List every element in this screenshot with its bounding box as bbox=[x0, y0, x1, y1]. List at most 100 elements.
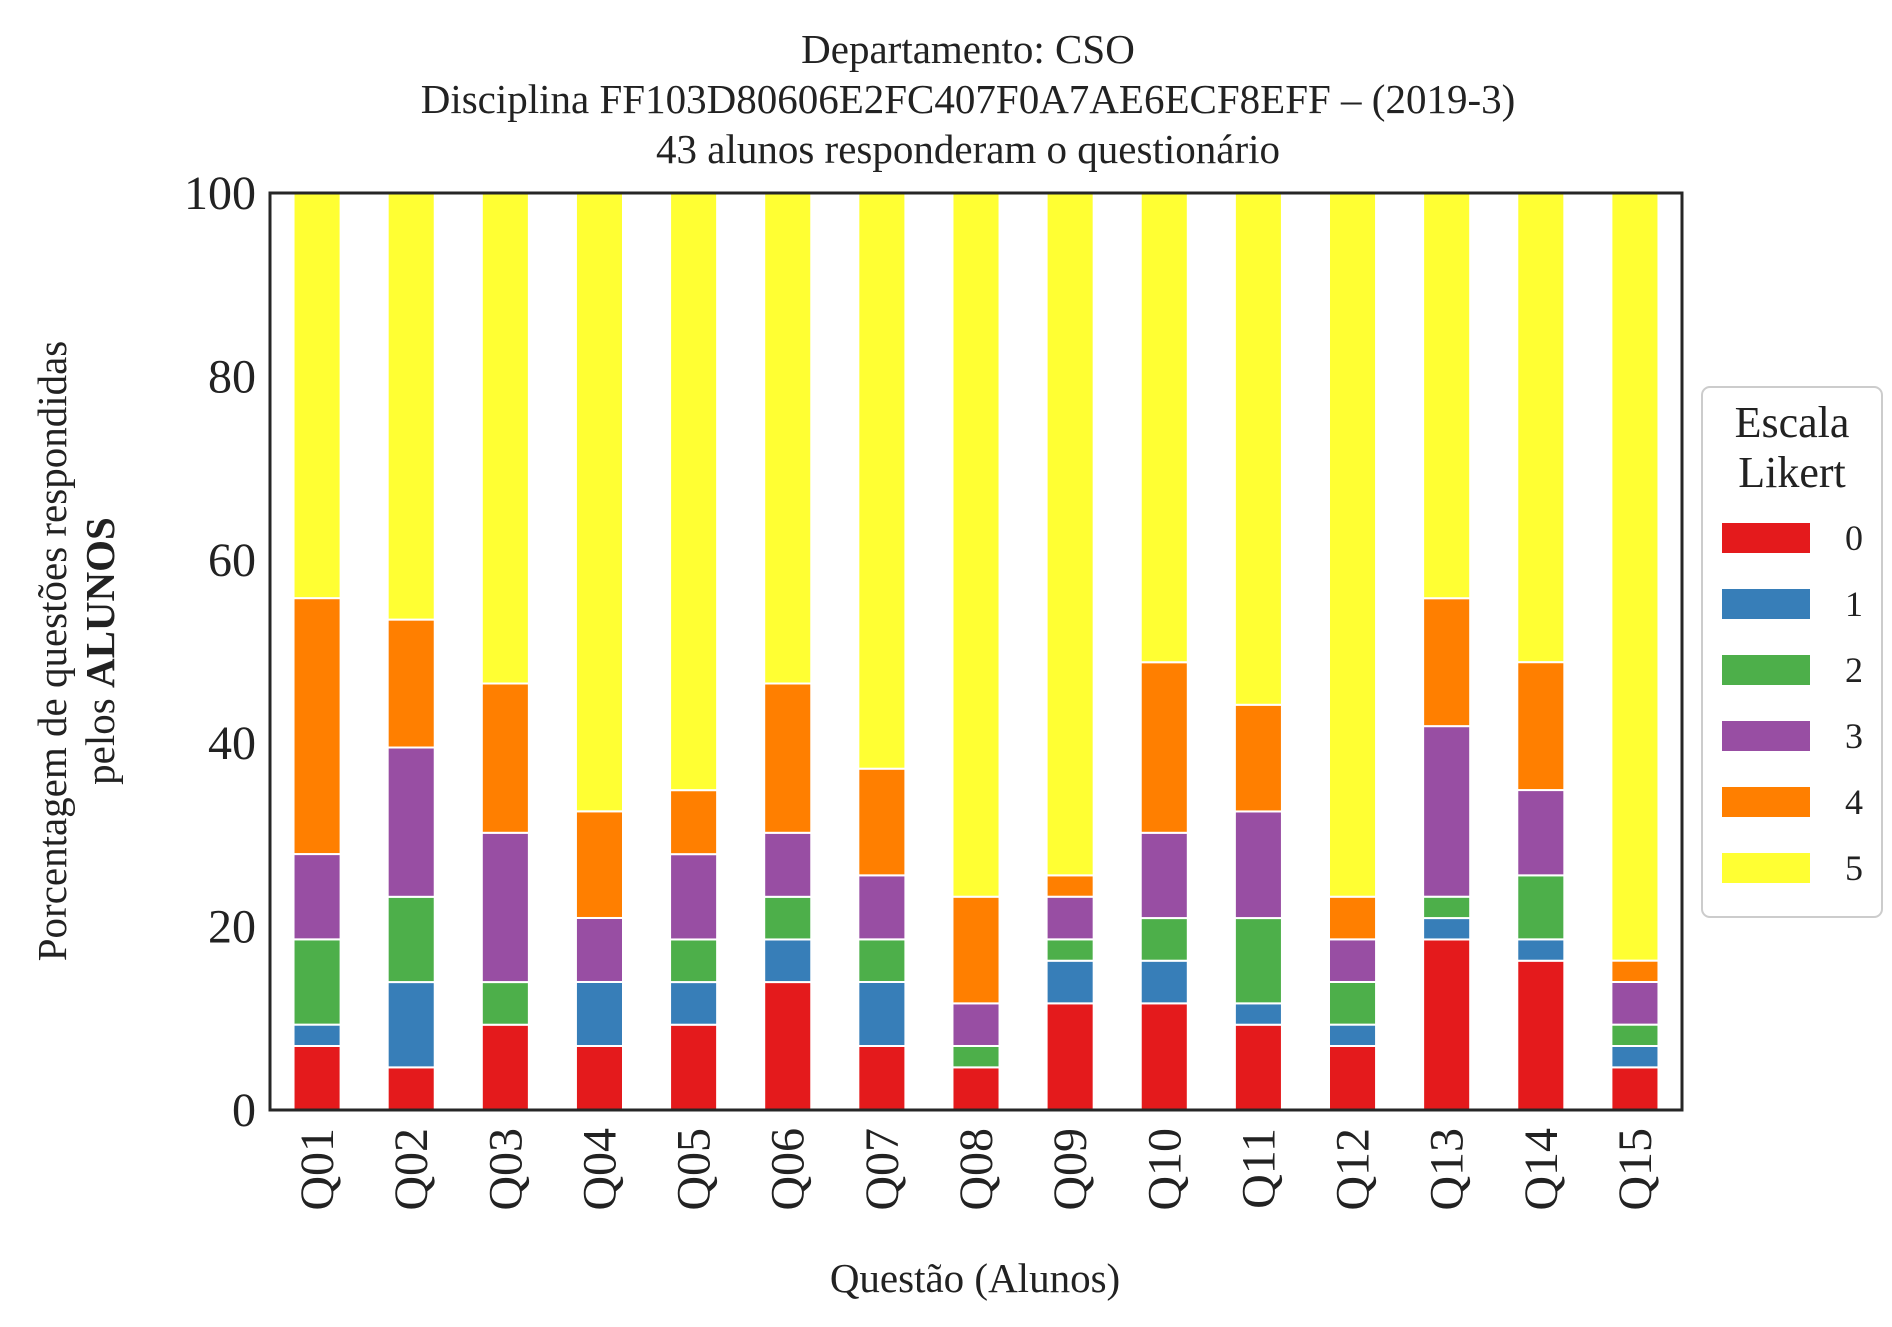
chart-title-line-3: 43 alunos responderam o questionário bbox=[656, 126, 1280, 172]
bar-segment-Q12-likert-1 bbox=[1328, 1023, 1378, 1048]
bar-segment-Q06-likert-1 bbox=[763, 938, 813, 984]
plot-frame bbox=[268, 191, 1684, 1112]
y-tick-label: 40 bbox=[208, 717, 256, 770]
bar-segment-Q07-likert-5 bbox=[857, 191, 907, 770]
y-tick-label: 80 bbox=[208, 350, 256, 403]
bar-segment-Q14-likert-2 bbox=[1516, 874, 1566, 941]
bar-segment-Q02-likert-1 bbox=[386, 981, 436, 1069]
bar-segment-Q05-likert-0 bbox=[669, 1023, 719, 1111]
bar-segment-Q05-likert-3 bbox=[669, 853, 719, 941]
y-tick-label: 0 bbox=[232, 1084, 256, 1137]
bar-segment-Q02-likert-3 bbox=[386, 746, 436, 898]
bar-segment-Q07-likert-1 bbox=[857, 980, 907, 1047]
bar-segment-Q04-likert-3 bbox=[574, 916, 624, 983]
bar-segment-Q13-likert-2 bbox=[1422, 895, 1472, 920]
bar-segment-Q01-likert-3 bbox=[292, 853, 342, 941]
legend-swatch-3 bbox=[1722, 721, 1810, 751]
bar-segment-Q14-likert-4 bbox=[1516, 661, 1566, 792]
bar-segment-Q11-likert-4 bbox=[1233, 703, 1283, 813]
bar-segment-Q12-likert-0 bbox=[1328, 1044, 1378, 1111]
y-ticks: 0 20 40 60 80 100 bbox=[184, 167, 256, 1137]
legend-swatch-0 bbox=[1722, 523, 1810, 553]
bar-segment-Q13-likert-4 bbox=[1422, 597, 1472, 728]
x-tick-label: Q09 bbox=[1044, 1128, 1097, 1211]
bar-segment-Q10-likert-1 bbox=[1139, 959, 1189, 1005]
bar-segment-Q15-likert-1 bbox=[1610, 1044, 1660, 1069]
bar-segment-Q09-likert-5 bbox=[1045, 191, 1095, 877]
y-axis-label-bold: ALUNOS bbox=[77, 517, 123, 688]
bar-segment-Q09-likert-2 bbox=[1045, 938, 1095, 962]
bar-segment-Q08-likert-3 bbox=[951, 1002, 1001, 1047]
bar-segment-Q14-likert-3 bbox=[1516, 789, 1566, 877]
legend-swatch-1 bbox=[1722, 589, 1810, 619]
legend-title-line-2: Likert bbox=[1738, 448, 1846, 497]
bar-segment-Q15-likert-4 bbox=[1610, 959, 1660, 983]
bar-segment-Q02-likert-0 bbox=[386, 1066, 436, 1111]
legend-title-line-1: Escala bbox=[1735, 398, 1850, 447]
bar-segment-Q13-likert-0 bbox=[1422, 938, 1472, 1111]
bar-segment-Q11-likert-2 bbox=[1233, 917, 1283, 1005]
bar-segment-Q04-likert-5 bbox=[574, 191, 624, 813]
legend-label-4: 4 bbox=[1845, 782, 1863, 822]
bar-segment-Q10-likert-4 bbox=[1139, 661, 1189, 834]
bar-segment-Q04-likert-1 bbox=[574, 980, 624, 1047]
x-tick-label: Q07 bbox=[856, 1128, 909, 1211]
bar-segment-Q02-likert-5 bbox=[386, 192, 436, 621]
bar-segment-Q12-likert-5 bbox=[1328, 192, 1378, 898]
legend-label-5: 5 bbox=[1845, 848, 1863, 888]
legend-swatch-4 bbox=[1722, 787, 1810, 817]
bar-segment-Q15-likert-2 bbox=[1610, 1023, 1660, 1048]
bar-segment-Q01-likert-2 bbox=[292, 938, 342, 1026]
bar-segment-Q06-likert-4 bbox=[763, 682, 813, 834]
bar-segment-Q05-likert-1 bbox=[669, 981, 719, 1026]
chart-title-line-2: Disciplina FF103D80606E2FC407F0A7AE6ECF8… bbox=[421, 76, 1516, 122]
y-axis-label: Porcentagem de questões respondidas pelo… bbox=[29, 341, 123, 962]
bar-segment-Q01-likert-5 bbox=[292, 191, 342, 600]
bar-segment-Q01-likert-4 bbox=[292, 597, 342, 856]
bar-segment-Q11-likert-3 bbox=[1233, 810, 1283, 920]
bar-segment-Q04-likert-0 bbox=[574, 1044, 624, 1111]
x-tick-label: Q12 bbox=[1327, 1128, 1380, 1211]
bar-segment-Q05-likert-2 bbox=[669, 938, 719, 984]
x-tick-label: Q05 bbox=[668, 1128, 721, 1211]
bar-segment-Q08-likert-0 bbox=[951, 1066, 1001, 1111]
x-tick-label: Q06 bbox=[762, 1128, 815, 1211]
bar-segment-Q10-likert-5 bbox=[1139, 192, 1189, 664]
bar-segment-Q05-likert-5 bbox=[669, 192, 719, 792]
legend-label-3: 3 bbox=[1845, 716, 1863, 756]
bar-segment-Q12-likert-3 bbox=[1328, 938, 1378, 983]
y-axis-label-prefix: pelos bbox=[77, 688, 123, 785]
x-tick-label: Q15 bbox=[1609, 1128, 1662, 1211]
bar-segment-Q09-likert-4 bbox=[1045, 874, 1095, 898]
bar-segment-Q07-likert-3 bbox=[857, 874, 907, 941]
bar-segment-Q07-likert-0 bbox=[857, 1044, 907, 1111]
x-tick-label: Q02 bbox=[385, 1128, 438, 1211]
y-tick-label: 60 bbox=[208, 534, 256, 587]
legend-label-0: 0 bbox=[1845, 518, 1863, 558]
chart-title-line-1: Departamento: CSO bbox=[801, 26, 1135, 72]
bar-segment-Q08-likert-2 bbox=[951, 1044, 1001, 1069]
bar-segment-Q02-likert-4 bbox=[386, 618, 436, 749]
bar-segment-Q15-likert-5 bbox=[1610, 191, 1660, 962]
legend-label-2: 2 bbox=[1845, 650, 1863, 690]
bar-segment-Q10-likert-3 bbox=[1139, 831, 1189, 920]
legend-swatch-5 bbox=[1722, 853, 1810, 883]
bar-segment-Q05-likert-4 bbox=[669, 789, 719, 856]
bar-segment-Q09-likert-1 bbox=[1045, 959, 1095, 1005]
legend-box bbox=[1701, 386, 1883, 918]
y-tick-label: 20 bbox=[208, 901, 256, 954]
bar-segment-Q03-likert-3 bbox=[480, 831, 530, 984]
x-tick-label: Q01 bbox=[291, 1128, 344, 1211]
bar-segment-Q09-likert-3 bbox=[1045, 895, 1095, 941]
bar-segment-Q12-likert-4 bbox=[1328, 895, 1378, 941]
bar-segment-Q09-likert-0 bbox=[1045, 1002, 1095, 1111]
bar-segment-Q14-likert-1 bbox=[1516, 938, 1566, 962]
y-axis-label-line-1: Porcentagem de questões respondidas bbox=[29, 341, 75, 962]
bar-segment-Q03-likert-2 bbox=[480, 981, 530, 1026]
bar-segment-Q10-likert-0 bbox=[1139, 1002, 1189, 1111]
bar-segment-Q01-likert-1 bbox=[292, 1023, 342, 1048]
bar-segment-Q12-likert-2 bbox=[1328, 980, 1378, 1026]
bar-segment-Q07-likert-4 bbox=[857, 767, 907, 877]
